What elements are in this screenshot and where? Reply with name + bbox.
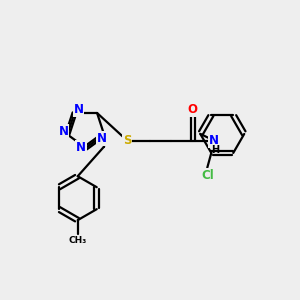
Text: N: N (74, 103, 83, 116)
Text: N: N (58, 125, 68, 138)
Text: CH₃: CH₃ (69, 236, 87, 245)
Text: H: H (212, 145, 220, 155)
Text: N: N (97, 132, 107, 145)
Text: N: N (76, 141, 86, 154)
Text: N: N (209, 134, 219, 147)
Text: S: S (123, 134, 131, 147)
Text: O: O (188, 103, 198, 116)
Text: Cl: Cl (202, 169, 214, 182)
